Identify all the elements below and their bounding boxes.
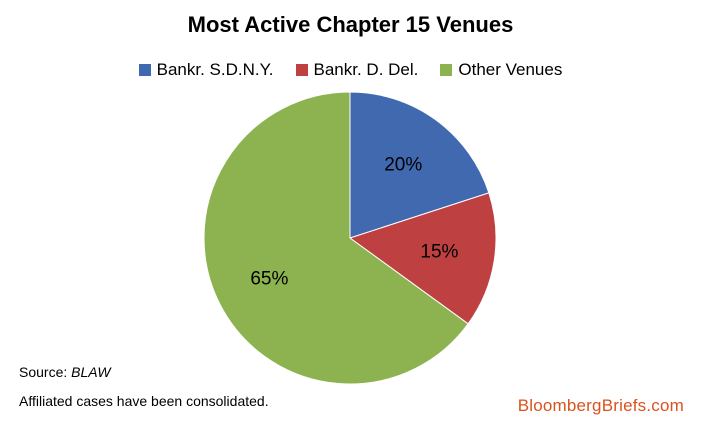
slice-data-label: 65%	[250, 269, 288, 290]
slice-data-label: 20%	[384, 154, 422, 175]
legend-swatch	[295, 64, 308, 76]
legend-swatch	[138, 64, 151, 76]
chart-title: Most Active Chapter 15 Venues	[187, 12, 514, 37]
legend-label: Bankr. D. Del.	[313, 60, 419, 79]
legend-label: Bankr. S.D.N.Y.	[156, 60, 274, 79]
source-value: BLAW	[71, 364, 111, 380]
legend-label: Other Venues	[458, 60, 563, 79]
source-label: Source:	[19, 364, 72, 380]
legend-item: Bankr. S.D.N.Y.	[138, 60, 274, 80]
brand-logo-text: BloombergBriefs.com	[517, 396, 684, 415]
slice-data-label: 15%	[420, 242, 458, 263]
legend-item: Other Venues	[440, 60, 562, 80]
pie-slice	[348, 192, 497, 325]
legend: Bankr. S.D.N.Y. Bankr. D. Del. Other Venue…	[0, 60, 701, 80]
legend-item: Bankr. D. Del.	[295, 60, 419, 80]
pie-slice	[349, 91, 490, 239]
footnote: Affiliated cases have been consolidated.	[19, 393, 269, 409]
pie-slice	[203, 91, 469, 385]
source-note: Source: BLAW	[19, 364, 111, 380]
legend-swatch	[440, 64, 453, 76]
